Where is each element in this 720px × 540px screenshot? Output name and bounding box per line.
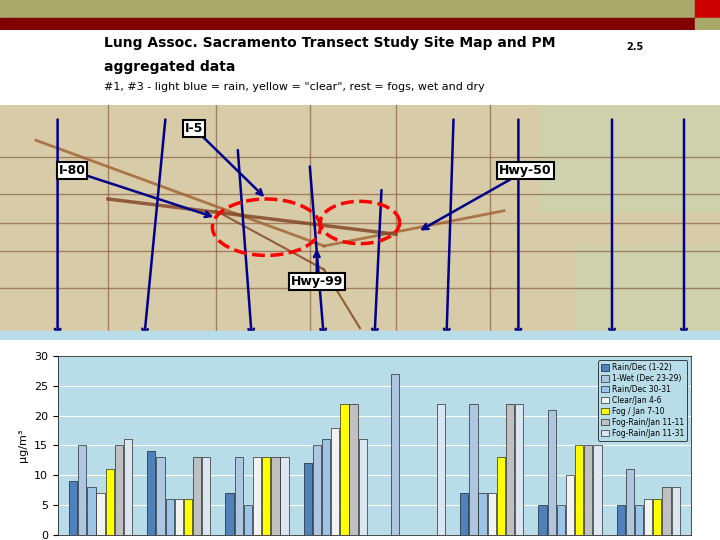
- Bar: [0, 0, 695, 18]
- Legend: Rain/Dec (1-22), 1-Wet (Dec 23-29), Rain/Dec 30-31, Clear/Jan 4-6, Fog / Jan 7-1: Rain/Dec (1-22), 1-Wet (Dec 23-29), Rain…: [598, 360, 688, 441]
- Bar: [166, 499, 174, 535]
- Bar: [593, 446, 602, 535]
- Bar: [662, 487, 670, 535]
- Text: Hwy-50: Hwy-50: [499, 164, 552, 177]
- Text: #1, #3 - light blue = rain, yellow = "clear", rest = fogs, wet and dry: #1, #3 - light blue = rain, yellow = "cl…: [104, 83, 485, 92]
- Bar: [479, 493, 487, 535]
- Bar: [280, 457, 289, 535]
- Text: aggregated data: aggregated data: [104, 60, 235, 74]
- Bar: [460, 493, 469, 535]
- Bar: [635, 505, 643, 535]
- Bar: [69, 481, 77, 535]
- Bar: [78, 446, 86, 535]
- Bar: [616, 505, 625, 535]
- Y-axis label: μg/m³: μg/m³: [18, 429, 28, 462]
- Text: I-5: I-5: [185, 122, 204, 135]
- Bar: [359, 440, 367, 535]
- Bar: [695, 0, 720, 18]
- Bar: [244, 505, 252, 535]
- Bar: [312, 446, 321, 535]
- Bar: [175, 499, 183, 535]
- Bar: [547, 410, 556, 535]
- Bar: [156, 457, 165, 535]
- Bar: [695, 18, 720, 30]
- Bar: [0, 330, 720, 340]
- Bar: [566, 475, 574, 535]
- Bar: [653, 499, 662, 535]
- Text: 2.5: 2.5: [626, 42, 644, 52]
- Bar: [271, 457, 279, 535]
- Bar: [0, 18, 695, 30]
- Bar: [253, 457, 261, 535]
- Bar: [235, 457, 243, 535]
- Bar: [506, 404, 514, 535]
- Bar: [584, 446, 593, 535]
- Text: I-80: I-80: [58, 164, 86, 177]
- Bar: [576, 246, 720, 340]
- Bar: [341, 404, 348, 535]
- Bar: [391, 374, 400, 535]
- Bar: [349, 404, 358, 535]
- Bar: [96, 493, 104, 535]
- Bar: [202, 457, 210, 535]
- Bar: [487, 493, 496, 535]
- Bar: [184, 499, 192, 535]
- Bar: [304, 463, 312, 535]
- Bar: [557, 505, 565, 535]
- Bar: [626, 469, 634, 535]
- Bar: [539, 505, 546, 535]
- Bar: [331, 428, 339, 535]
- Bar: [515, 404, 523, 535]
- Text: Lung Assoc. Sacramento Transect Study Site Map and PM: Lung Assoc. Sacramento Transect Study Si…: [104, 36, 556, 50]
- Bar: [262, 457, 270, 535]
- Bar: [497, 457, 505, 535]
- Bar: [147, 451, 156, 535]
- Bar: [87, 487, 96, 535]
- Bar: [540, 105, 720, 211]
- Bar: [644, 499, 652, 535]
- Bar: [124, 440, 132, 535]
- Bar: [672, 487, 680, 535]
- Bar: [322, 440, 330, 535]
- Bar: [437, 404, 445, 535]
- Bar: [225, 493, 234, 535]
- Bar: [106, 469, 114, 535]
- Bar: [575, 446, 583, 535]
- Bar: [469, 404, 477, 535]
- Text: Hwy-99: Hwy-99: [291, 275, 343, 288]
- Bar: [193, 457, 202, 535]
- Bar: [114, 446, 123, 535]
